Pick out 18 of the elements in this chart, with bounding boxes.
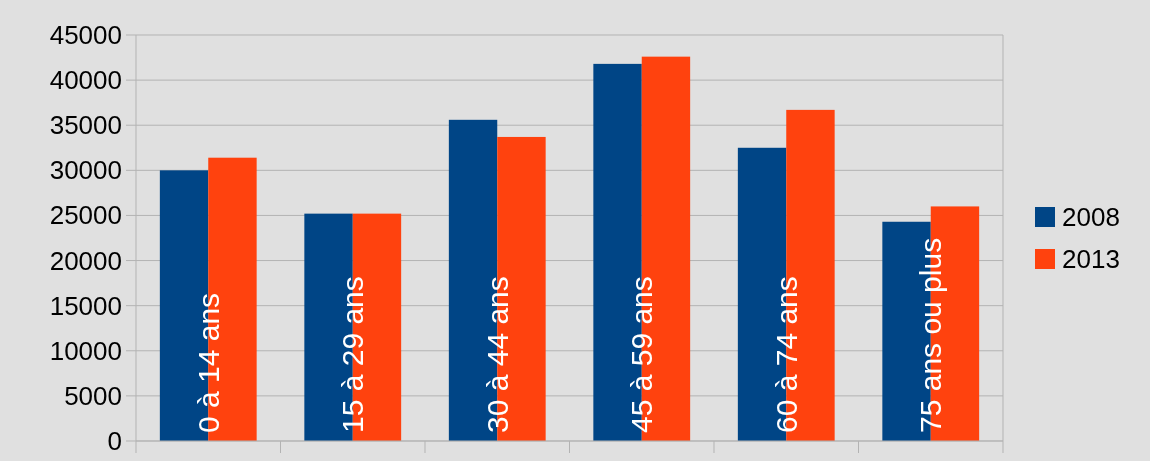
y-tick-label: 15000 [49, 290, 122, 321]
y-tick-label: 35000 [49, 110, 122, 141]
x-tick-label: 15 à 29 ans [336, 276, 370, 433]
y-tick-label: 30000 [49, 155, 122, 186]
y-tick-label: 10000 [49, 335, 122, 366]
y-tick-label: 5000 [64, 380, 122, 411]
y-tick-label: 0 [107, 426, 122, 456]
x-tick-label: 30 à 44 ans [480, 276, 514, 433]
legend-label: 2008 [1062, 202, 1120, 232]
x-tick-label: 45 à 59 ans [625, 276, 659, 433]
legend-label: 2013 [1062, 244, 1120, 274]
y-tick-label: 25000 [49, 200, 122, 231]
y-tick-label: 45000 [49, 20, 122, 50]
y-tick-label: 40000 [49, 65, 122, 96]
x-tick-label: 0 à 14 ans [191, 292, 225, 433]
x-tick-label: 60 à 74 ans [769, 276, 803, 433]
x-tick-label: 75 ans ou plus [914, 237, 948, 433]
y-tick-label: 20000 [49, 245, 122, 276]
